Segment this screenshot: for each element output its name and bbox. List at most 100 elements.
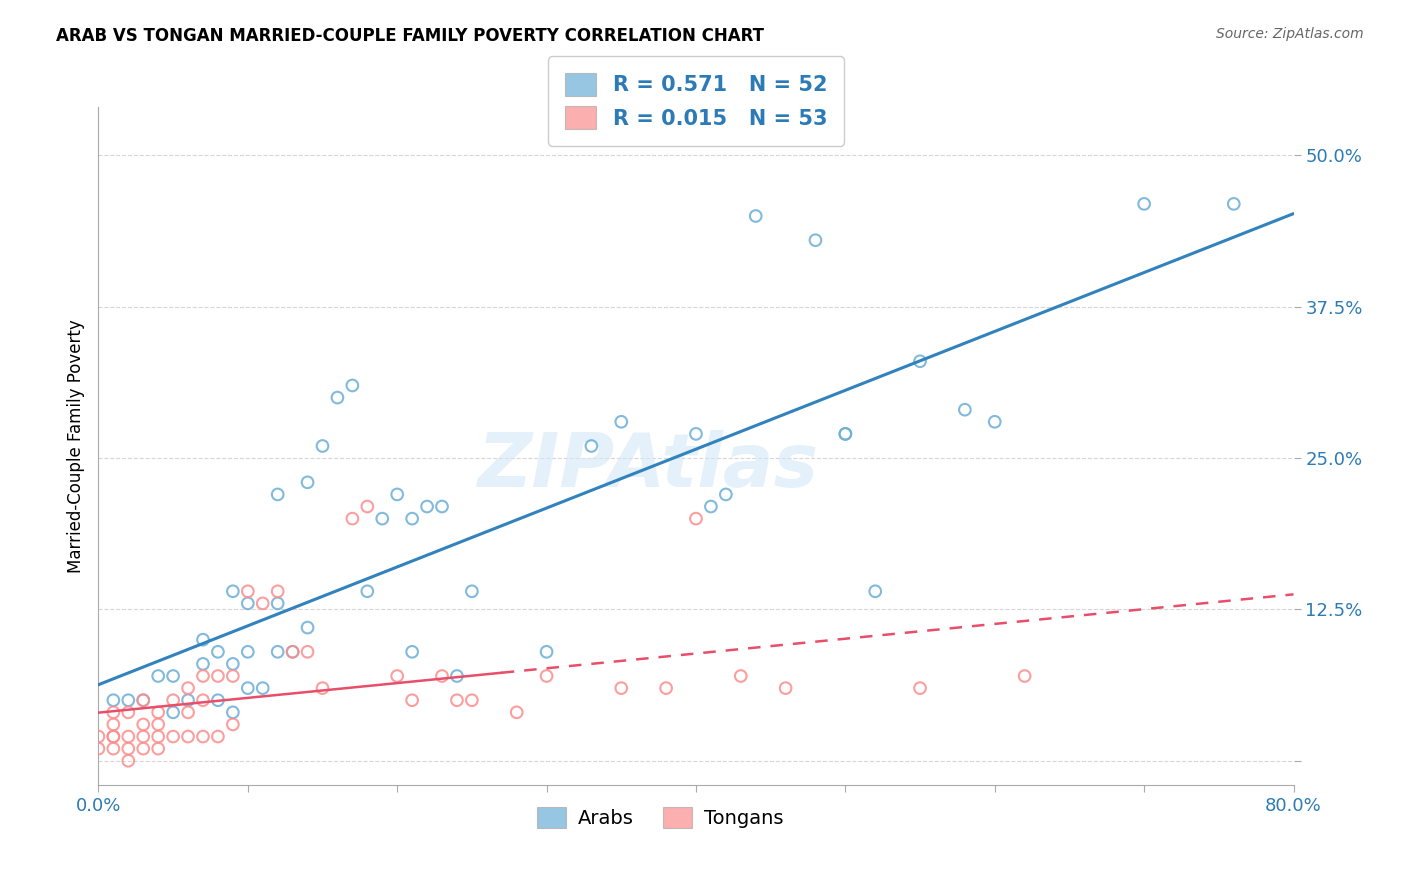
Point xyxy=(222,657,245,671)
Point xyxy=(461,693,484,707)
Text: ARAB VS TONGAN MARRIED-COUPLE FAMILY POVERTY CORRELATION CHART: ARAB VS TONGAN MARRIED-COUPLE FAMILY POV… xyxy=(56,27,765,45)
Point xyxy=(267,596,290,610)
Point xyxy=(252,681,274,695)
Point xyxy=(311,681,333,695)
Point xyxy=(281,645,304,659)
Point xyxy=(117,741,139,756)
Point xyxy=(745,209,768,223)
Point xyxy=(610,681,633,695)
Point xyxy=(207,693,229,707)
Point xyxy=(177,706,200,720)
Point xyxy=(371,511,394,525)
Point xyxy=(132,693,155,707)
Point xyxy=(775,681,797,695)
Point xyxy=(356,500,378,514)
Point xyxy=(311,439,333,453)
Point xyxy=(191,657,214,671)
Point xyxy=(162,706,184,720)
Point xyxy=(207,669,229,683)
Point xyxy=(1223,197,1246,211)
Point xyxy=(191,632,214,647)
Point xyxy=(908,354,931,368)
Point xyxy=(103,693,125,707)
Point xyxy=(117,706,139,720)
Point xyxy=(222,717,245,731)
Point xyxy=(236,596,259,610)
Legend: Arabs, Tongans: Arabs, Tongans xyxy=(529,799,792,837)
Point xyxy=(191,669,214,683)
Point xyxy=(191,693,214,707)
Point xyxy=(908,681,931,695)
Point xyxy=(117,730,139,744)
Point xyxy=(326,391,349,405)
Point xyxy=(730,669,752,683)
Point xyxy=(700,500,723,514)
Point xyxy=(714,487,737,501)
Point xyxy=(804,233,827,247)
Point xyxy=(506,706,529,720)
Point xyxy=(236,645,259,659)
Point xyxy=(536,669,558,683)
Point xyxy=(1133,197,1156,211)
Point xyxy=(461,584,484,599)
Point xyxy=(401,645,423,659)
Point xyxy=(177,730,200,744)
Point xyxy=(162,693,184,707)
Text: ZIPAtlas: ZIPAtlas xyxy=(478,430,818,503)
Point xyxy=(401,693,423,707)
Point xyxy=(385,669,409,683)
Point xyxy=(1014,669,1036,683)
Point xyxy=(148,717,170,731)
Point xyxy=(267,584,290,599)
Point xyxy=(148,706,170,720)
Point xyxy=(430,500,453,514)
Point xyxy=(148,730,170,744)
Point xyxy=(222,669,245,683)
Point xyxy=(207,730,229,744)
Point xyxy=(177,693,200,707)
Text: Source: ZipAtlas.com: Source: ZipAtlas.com xyxy=(1216,27,1364,41)
Point xyxy=(103,730,125,744)
Point xyxy=(148,669,170,683)
Point xyxy=(103,717,125,731)
Point xyxy=(103,741,125,756)
Point xyxy=(281,645,304,659)
Point xyxy=(103,706,125,720)
Point xyxy=(236,681,259,695)
Point xyxy=(132,730,155,744)
Point xyxy=(177,681,200,695)
Point xyxy=(342,378,364,392)
Point xyxy=(984,415,1007,429)
Point xyxy=(191,730,214,744)
Point xyxy=(267,645,290,659)
Point xyxy=(430,669,453,683)
Point xyxy=(655,681,678,695)
Point xyxy=(117,693,139,707)
Point xyxy=(401,511,423,525)
Point xyxy=(865,584,887,599)
Point xyxy=(297,645,319,659)
Point xyxy=(162,730,184,744)
Point xyxy=(385,487,409,501)
Point xyxy=(297,621,319,635)
Point xyxy=(834,426,856,441)
Point xyxy=(446,693,468,707)
Y-axis label: Married-Couple Family Poverty: Married-Couple Family Poverty xyxy=(66,319,84,573)
Point xyxy=(685,511,707,525)
Point xyxy=(87,741,110,756)
Point xyxy=(132,741,155,756)
Point xyxy=(581,439,603,453)
Point xyxy=(834,426,856,441)
Point xyxy=(148,741,170,756)
Point xyxy=(267,487,290,501)
Point xyxy=(953,402,976,417)
Point xyxy=(536,645,558,659)
Point xyxy=(610,415,633,429)
Point xyxy=(103,730,125,744)
Point xyxy=(297,475,319,490)
Point xyxy=(252,596,274,610)
Point xyxy=(685,426,707,441)
Point xyxy=(87,730,110,744)
Point xyxy=(162,669,184,683)
Point xyxy=(117,754,139,768)
